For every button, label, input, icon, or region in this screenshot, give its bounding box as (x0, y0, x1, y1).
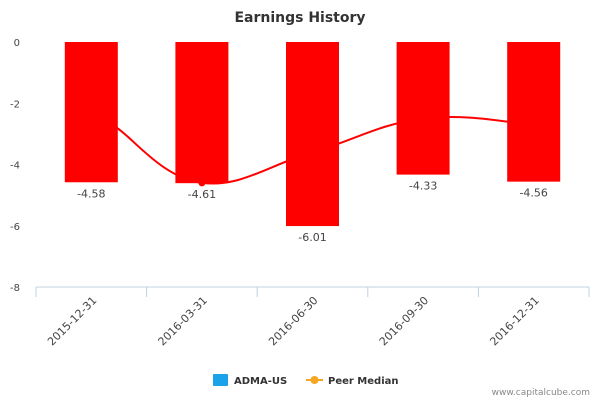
legend-marker-peer-median (310, 376, 319, 384)
credit-text: www.capitalcube.com (492, 388, 590, 398)
bar (64, 42, 118, 183)
legend-label-adma-us: ADMA-US (234, 376, 287, 387)
legend-item-peer-median[interactable]: Peer Median (306, 376, 399, 387)
chart-title: Earnings History (234, 10, 365, 26)
x-tick-label: 2016-06-30 (266, 294, 320, 348)
y-tick-label: 0 (14, 38, 20, 49)
data-label: -6.01 (298, 231, 326, 244)
data-labels: -4.58 -4.61 -6.01 -4.33 -4.56 (77, 180, 548, 244)
data-label: -4.56 (519, 187, 547, 200)
x-tick-label: 2016-09-30 (377, 294, 431, 348)
legend-item-adma-us[interactable]: ADMA-US (213, 374, 287, 387)
y-tick-label: -4 (10, 161, 20, 172)
x-axis: 2015-12-31 2016-03-31 2016-06-30 2016-09-30… (35, 286, 590, 348)
bar (507, 42, 561, 182)
peer-median-line (116, 115, 534, 185)
y-tick-label: -8 (10, 283, 20, 294)
y-tick-label: -2 (10, 99, 20, 110)
x-tick-label: 2015-12-31 (45, 294, 99, 348)
bar (286, 42, 339, 227)
x-tick-label: 2016-03-31 (156, 294, 210, 348)
peer-median-line-group (116, 115, 534, 187)
legend-swatch-adma-us (213, 374, 228, 386)
legend[interactable]: ADMA-US Peer Median (213, 374, 399, 387)
x-tick-label: 2016-12-31 (487, 294, 541, 348)
y-axis: 0 -2 -4 -6 -8 (10, 38, 20, 294)
bar (396, 42, 450, 175)
peer-median-marker (198, 179, 206, 187)
data-label: -4.61 (188, 188, 216, 201)
bar (175, 42, 229, 184)
data-label: -4.58 (77, 187, 105, 200)
legend-label-peer-median: Peer Median (328, 376, 399, 387)
data-label: -4.33 (409, 180, 437, 193)
y-tick-label: -6 (10, 222, 20, 233)
bars (64, 42, 561, 227)
